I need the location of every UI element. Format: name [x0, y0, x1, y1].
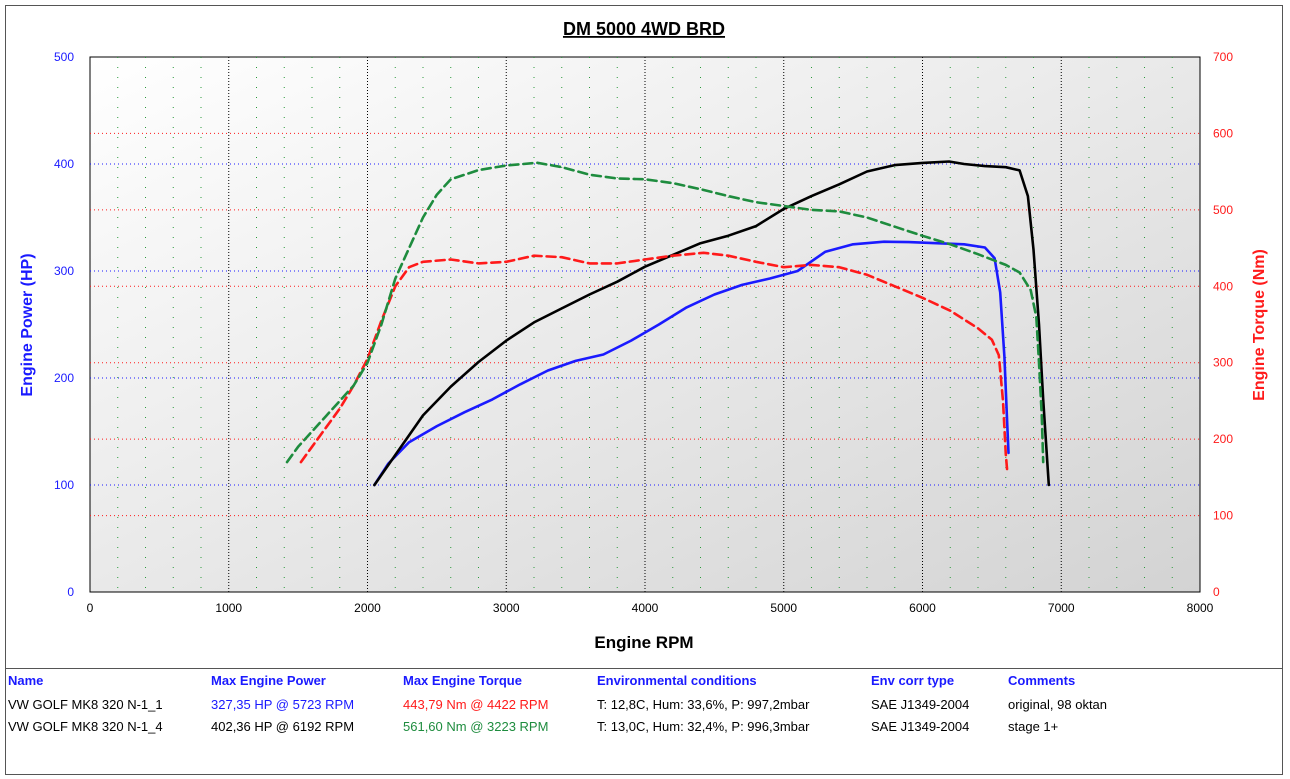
- y-right-tick-label: 400: [1213, 279, 1233, 293]
- comment: original, 98 oktan: [1008, 697, 1108, 712]
- x-tick-label: 8000: [1187, 601, 1214, 615]
- max-torque: 561,60 Nm @ 3223 RPM: [403, 719, 549, 734]
- x-tick-label: 6000: [909, 601, 936, 615]
- x-tick-label: 2000: [354, 601, 381, 615]
- header-env-corr-type: Env corr type: [871, 673, 955, 688]
- y-axis-right-label: Engine Torque (Nm): [1251, 249, 1268, 401]
- y-left-tick-label: 300: [54, 264, 74, 278]
- env-conditions: T: 12,8C, Hum: 33,6%, P: 997,2mbar: [597, 697, 810, 712]
- y-right-tick-label: 200: [1213, 432, 1233, 446]
- table-header-row: Name Max Engine Power Max Engine Torque …: [5, 671, 1283, 693]
- env-corr-type: SAE J1349-2004: [871, 719, 970, 734]
- run-name: VW GOLF MK8 320 N-1_1: [8, 697, 163, 712]
- y-left-tick-label: 100: [54, 478, 74, 492]
- x-axis-label: Engine RPM: [594, 633, 693, 652]
- y-right-tick-label: 300: [1213, 356, 1233, 370]
- y-left-tick-label: 400: [54, 157, 74, 171]
- y-axis-left-label: Engine Power (HP): [19, 253, 36, 396]
- header-comments: Comments: [1008, 673, 1076, 688]
- max-torque: 443,79 Nm @ 4422 RPM: [403, 697, 549, 712]
- comment: stage 1+: [1008, 719, 1059, 734]
- header-max-torque: Max Engine Torque: [403, 673, 522, 688]
- header-env-conditions: Environmental conditions: [597, 673, 757, 688]
- header-max-power: Max Engine Power: [211, 673, 326, 688]
- dyno-chart: 0 1000 2000 3000 4000 5000 6000 7000 80000100200…: [19, 19, 1268, 652]
- chart-title: DM 5000 4WD BRD: [563, 19, 725, 39]
- x-tick-label: 4000: [632, 601, 659, 615]
- env-conditions: T: 13,0C, Hum: 32,4%, P: 996,3mbar: [597, 719, 810, 734]
- table-row: VW GOLF MK8 320 N-1_4 402,36 HP @ 6192 R…: [5, 717, 1283, 739]
- y-right-tick-label: 500: [1213, 203, 1233, 217]
- run-name: VW GOLF MK8 320 N-1_4: [8, 719, 163, 734]
- table-row: VW GOLF MK8 320 N-1_1 327,35 HP @ 5723 R…: [5, 695, 1283, 717]
- x-tick-label: 1000: [215, 601, 242, 615]
- y-left-tick-label: 500: [54, 50, 74, 64]
- series-line-2: [373, 160, 1051, 487]
- series-line-1: [373, 240, 1010, 487]
- env-corr-type: SAE J1349-2004: [871, 697, 970, 712]
- y-right-tick-label: 0: [1213, 585, 1220, 599]
- max-power: 402,36 HP @ 6192 RPM: [211, 719, 355, 734]
- header-name: Name: [8, 673, 44, 688]
- x-tick-label: 5000: [770, 601, 797, 615]
- y-right-tick-label: 700: [1213, 50, 1233, 64]
- y-left-tick-label: 200: [54, 371, 74, 385]
- summary-table: Name Max Engine Power Max Engine Torque …: [5, 668, 1283, 734]
- x-tick-label: 0: [87, 601, 94, 615]
- y-left-tick-label: 0: [67, 585, 74, 599]
- max-power: 327,35 HP @ 5723 RPM: [211, 697, 355, 712]
- x-tick-label: 3000: [493, 601, 520, 615]
- y-right-tick-label: 100: [1213, 509, 1233, 523]
- x-tick-label: 7000: [1048, 601, 1075, 615]
- y-right-tick-label: 600: [1213, 126, 1233, 140]
- series-line-4: [285, 161, 1045, 464]
